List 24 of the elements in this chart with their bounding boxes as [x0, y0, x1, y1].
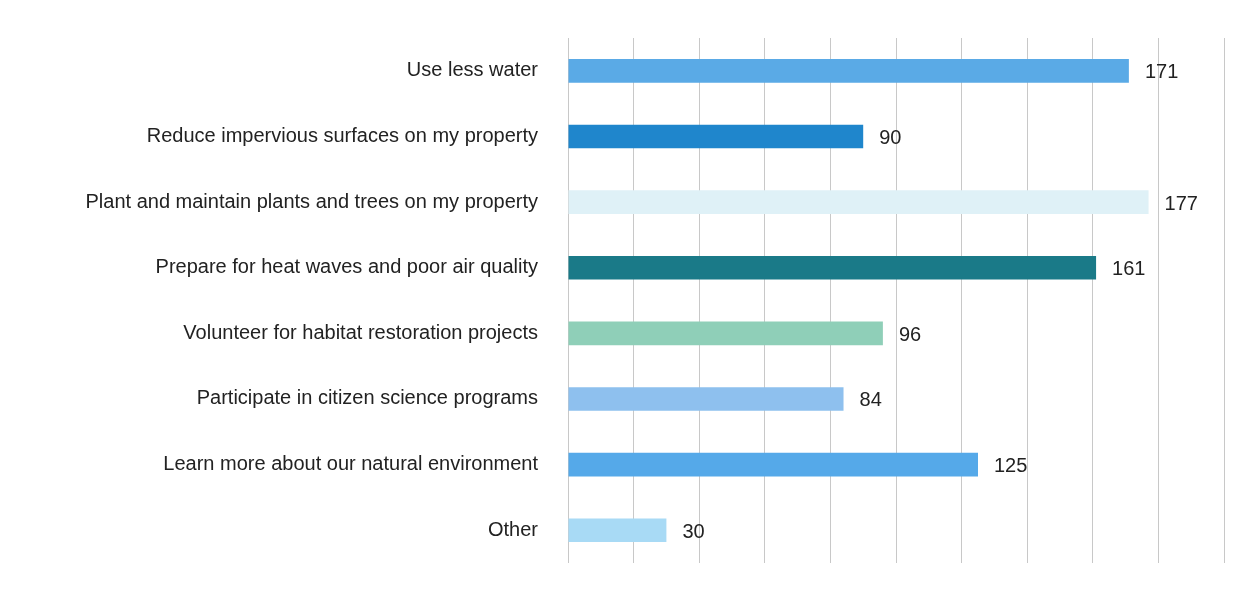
- y-tick-label: Prepare for heat waves and poor air quality: [155, 255, 538, 278]
- data-label: 171: [1144, 60, 1179, 83]
- data-label: 30: [682, 519, 705, 542]
- data-label: 161: [1112, 257, 1146, 280]
- y-tick-label: Learn more about our natural environment: [163, 452, 539, 475]
- bar: [568, 518, 667, 542]
- data-label: 90: [879, 125, 902, 148]
- y-tick-label: Other: [487, 517, 539, 540]
- data-label: 177: [1164, 191, 1198, 214]
- data-label: 96: [898, 322, 922, 345]
- y-tick-label: Participate in citizen science programs: [196, 386, 538, 409]
- data-label: 84: [859, 388, 882, 411]
- y-tick-label: Use less water: [406, 58, 539, 81]
- bar: [568, 452, 978, 477]
- y-tick-label: Volunteer for habitat restoration projects: [183, 320, 538, 343]
- bar: [568, 190, 1149, 214]
- bar: [568, 59, 1129, 83]
- data-label: 125: [994, 454, 1028, 477]
- y-tick-label: Reduce impervious surfaces on my property: [146, 123, 538, 146]
- bar: [568, 387, 844, 411]
- bar: [568, 255, 1097, 280]
- bar: [568, 124, 864, 149]
- bar: [568, 321, 883, 346]
- y-tick-label: Plant and maintain plants and trees on my property: [85, 189, 538, 212]
